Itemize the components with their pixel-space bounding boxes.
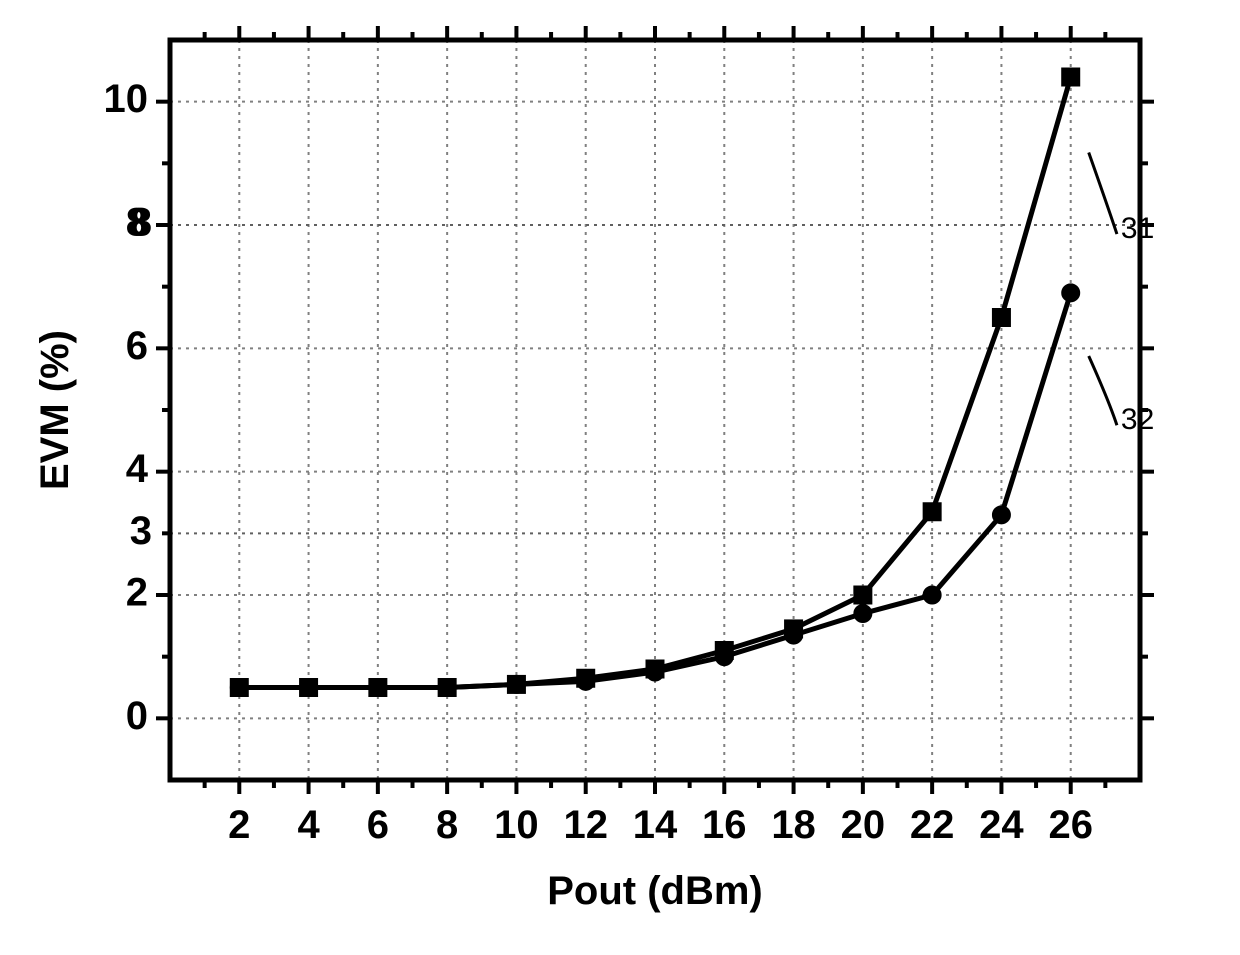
svg-text:6: 6 <box>367 803 389 847</box>
series-s32-marker <box>923 586 941 604</box>
series-s31-marker <box>992 309 1010 327</box>
svg-text:2: 2 <box>126 571 148 615</box>
svg-text:20: 20 <box>841 803 886 847</box>
svg-text:18: 18 <box>771 803 816 847</box>
chart-svg: 3824681012141618202224260246810Pout (dBm… <box>0 0 1240 955</box>
series-s32-marker <box>715 648 733 666</box>
series-s32-marker <box>992 506 1010 524</box>
series-s32-marker <box>369 679 387 697</box>
svg-text:26: 26 <box>1048 803 1093 847</box>
series-s31-marker <box>1062 68 1080 86</box>
series-s32-marker <box>438 679 456 697</box>
svg-text:8: 8 <box>126 201 148 245</box>
svg-text:0: 0 <box>126 694 148 738</box>
svg-text:12: 12 <box>563 803 608 847</box>
svg-text:6: 6 <box>126 324 148 368</box>
series-s32-marker <box>300 679 318 697</box>
svg-text:10: 10 <box>104 77 149 121</box>
y-axis-label: EVM (%) <box>33 330 77 490</box>
svg-text:10: 10 <box>494 803 539 847</box>
svg-text:8: 8 <box>436 803 458 847</box>
annotation-label-32: 32 <box>1121 403 1154 436</box>
x-axis-label: Pout (dBm) <box>547 869 763 913</box>
series-s32-marker <box>577 672 595 690</box>
svg-text:2: 2 <box>228 803 250 847</box>
series-s32-marker <box>507 675 525 693</box>
annotation-label-31: 31 <box>1121 212 1154 245</box>
svg-text:16: 16 <box>702 803 747 847</box>
evm-chart: 3824681012141618202224260246810Pout (dBm… <box>0 0 1240 955</box>
svg-text:22: 22 <box>910 803 955 847</box>
series-s32-marker <box>1062 284 1080 302</box>
svg-text:4: 4 <box>297 803 320 847</box>
svg-text:4: 4 <box>126 447 149 491</box>
series-s31-marker <box>923 503 941 521</box>
series-s31-marker <box>854 586 872 604</box>
svg-text:24: 24 <box>979 803 1024 847</box>
series-s32-marker <box>785 626 803 644</box>
svg-text:14: 14 <box>633 803 678 847</box>
series-s32-marker <box>854 605 872 623</box>
series-s32-marker <box>230 679 248 697</box>
svg-text:3: 3 <box>130 509 152 553</box>
series-s32-marker <box>646 663 664 681</box>
